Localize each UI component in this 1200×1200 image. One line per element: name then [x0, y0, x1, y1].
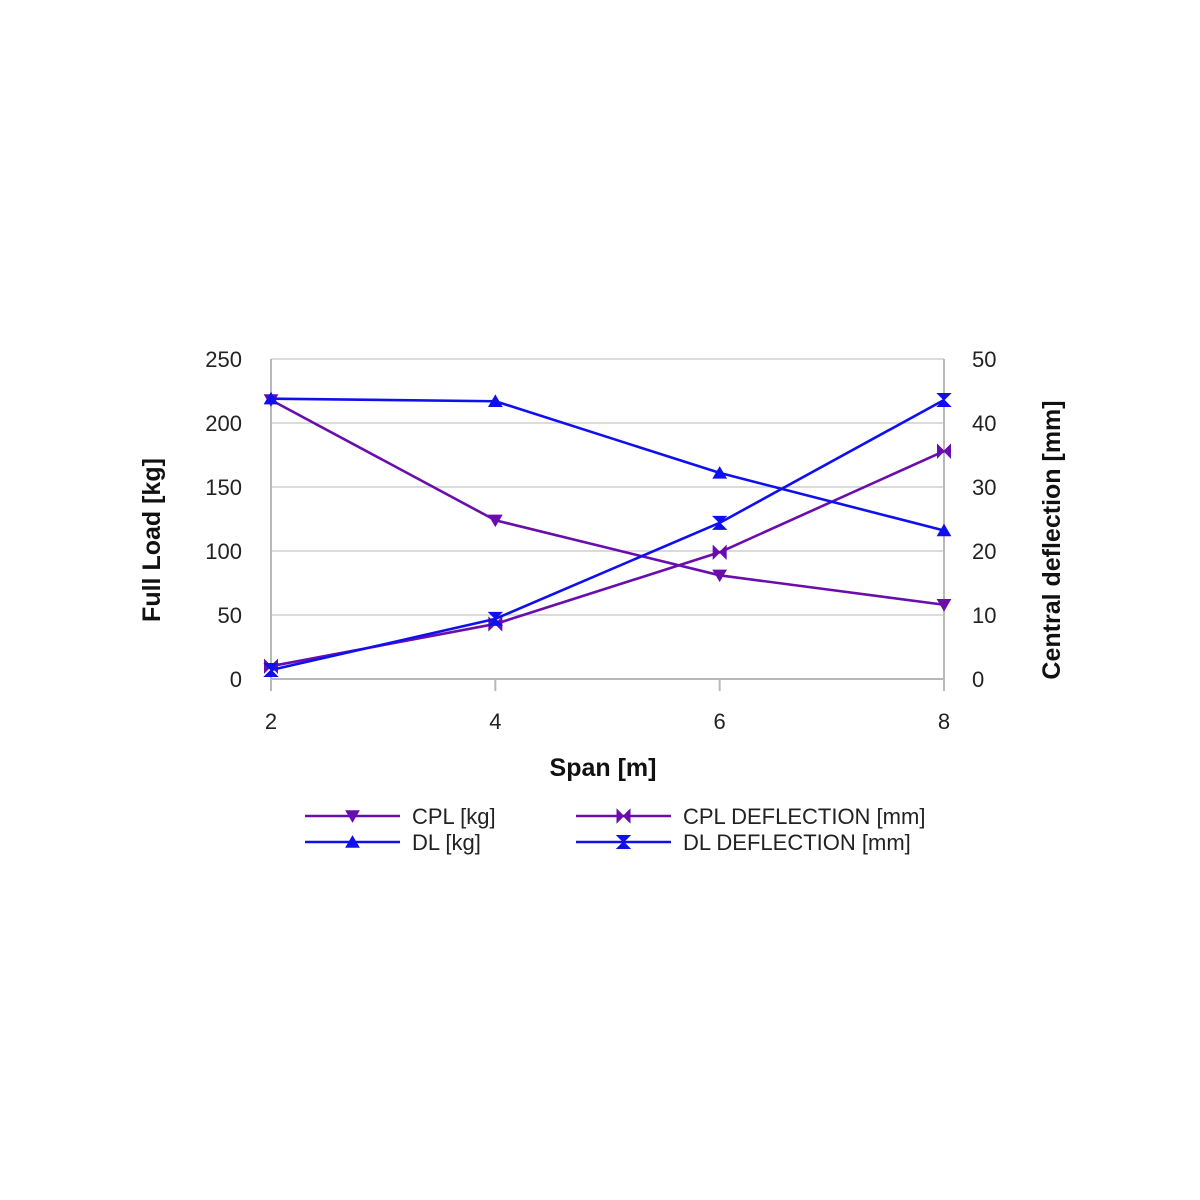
- y-tick-label: 250: [205, 347, 242, 372]
- series-1: [264, 443, 951, 674]
- y-axis-title: Full Load [kg]: [138, 458, 166, 622]
- data-point-marker: [936, 392, 952, 407]
- legend-item-cpl: CPL [kg]: [305, 804, 496, 829]
- legend-marker-triangle-up-icon: [345, 835, 360, 848]
- data-point-marker: [712, 466, 728, 479]
- data-point-marker: [263, 391, 279, 405]
- x-axis-title: Span [m]: [550, 754, 657, 782]
- y2-tick-label: 0: [972, 667, 984, 692]
- y-tick-label: 150: [205, 475, 242, 500]
- legend-label: DL DEFLECTION [mm]: [683, 830, 911, 855]
- data-point-marker: [936, 599, 952, 612]
- data-point-marker: [345, 810, 360, 823]
- legend-item-dl-deflection: DL DEFLECTION [mm]: [576, 830, 911, 855]
- y2-tick-label: 50: [972, 347, 996, 372]
- legend-marker-triangle-down-icon: [345, 810, 360, 823]
- data-point-marker: [937, 443, 951, 459]
- series-3: [263, 392, 952, 678]
- data-point-marker: [712, 569, 728, 583]
- y2-tick-label: 20: [972, 539, 996, 564]
- series-2: [263, 391, 952, 537]
- y-tick-label: 200: [205, 411, 242, 436]
- y-tick-label: 100: [205, 539, 242, 564]
- x-tick-label: 6: [714, 709, 726, 734]
- legend-label: CPL DEFLECTION [mm]: [683, 804, 925, 829]
- y2-tick-label: 10: [972, 603, 996, 628]
- x-tick-label: 2: [265, 709, 277, 734]
- legend-item-cpl-deflection: CPL DEFLECTION [mm]: [576, 804, 925, 829]
- y-tick-label: 50: [218, 603, 242, 628]
- y2-tick-label: 40: [972, 411, 996, 436]
- series-line: [270, 398, 945, 672]
- y2-axis-title: Central deflection [mm]: [1038, 400, 1066, 679]
- data-point-marker: [615, 835, 632, 849]
- legend: CPL [kg] DL [kg] CPL DEFLECTION [mm] DL …: [305, 804, 925, 855]
- tick-labels: 0 50 100 150 200 250 0 10 20 30 40 50 2 4 6 8: [205, 347, 996, 734]
- data-series: [263, 391, 952, 678]
- legend-label: CPL [kg]: [412, 804, 496, 829]
- y-tick-label: 0: [230, 667, 242, 692]
- series-line: [270, 397, 945, 532]
- legend-marker-bowtie-icon: [616, 808, 631, 824]
- data-point-marker: [616, 808, 631, 824]
- series-line: [270, 449, 945, 668]
- legend-marker-hourglass-icon: [615, 835, 632, 849]
- x-tick-label: 4: [489, 709, 501, 734]
- legend-item-dl: DL [kg]: [305, 830, 481, 855]
- legend-label: DL [kg]: [412, 830, 481, 855]
- data-point-marker: [936, 523, 952, 537]
- y2-tick-label: 30: [972, 475, 996, 500]
- x-tick-label: 8: [938, 709, 950, 734]
- data-point-marker: [712, 544, 727, 560]
- axes: [270, 359, 945, 691]
- data-point-marker: [487, 514, 503, 528]
- data-point-marker: [345, 835, 360, 848]
- data-point-marker: [711, 515, 728, 530]
- series-line: [270, 398, 945, 607]
- grid-lines: [271, 358, 944, 616]
- data-point-marker: [487, 611, 504, 626]
- series-0: [263, 394, 952, 612]
- data-point-marker: [487, 394, 503, 407]
- data-point-marker: [263, 663, 279, 678]
